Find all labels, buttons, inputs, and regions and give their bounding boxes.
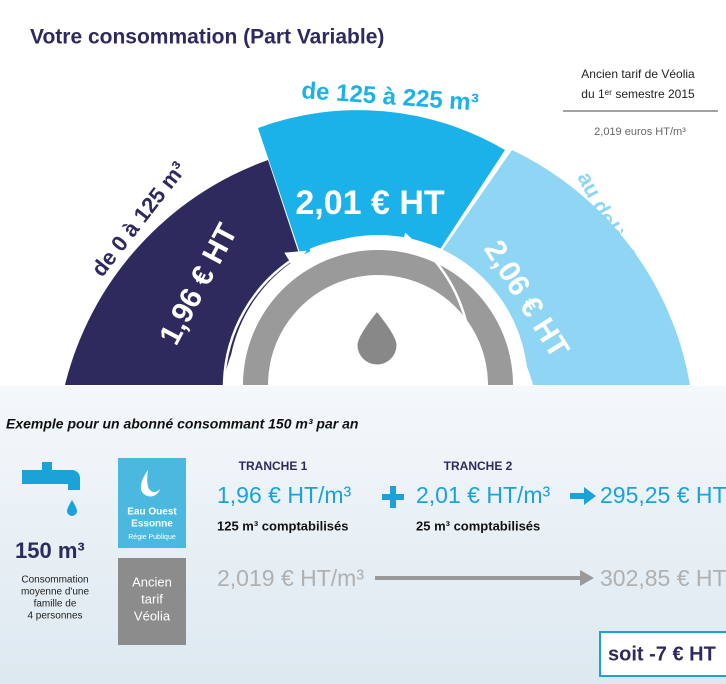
- old-total: 302,85 € HT: [600, 565, 726, 591]
- tier-price: 2,01 € HT: [295, 184, 445, 222]
- old-tariff-price: 2,019 euros HT/m³: [594, 126, 686, 138]
- saving: soit -7 € HT: [608, 643, 716, 665]
- tranche-volume: 25 m³ comptabilisés: [416, 518, 540, 533]
- old-tariff-line: Ancien tarif de Véolia: [581, 67, 695, 81]
- logo-sub: Régie Publique: [128, 534, 176, 541]
- caption-line: Consommation: [21, 575, 88, 586]
- logo-text: Essonne: [131, 519, 173, 530]
- tranche-price: 2,01 € HT/m³: [416, 482, 551, 508]
- example-volume: 150 m³: [15, 538, 85, 563]
- example-heading: Exemple pour un abonné consommant 150 m³…: [6, 416, 358, 432]
- old-tariff-line: du 1ᵉʳ semestre 2015: [581, 87, 695, 101]
- tranche-volume: 125 m³ comptabilisés: [217, 518, 349, 533]
- tranche-label: TRANCHE 2: [444, 459, 513, 473]
- tranche-price: 1,96 € HT/m³: [217, 482, 352, 508]
- total: 295,25 € HT: [600, 482, 726, 508]
- caption-line: famille de: [34, 599, 77, 610]
- old-label: tarif: [141, 591, 163, 606]
- infographic: Votre consommation (Part Variable) de 0 …: [0, 0, 726, 684]
- old-price: 2,019 € HT/m³: [217, 565, 364, 591]
- old-label: Ancien: [132, 574, 172, 589]
- logo-text: Eau Ouest: [127, 507, 177, 518]
- caption-line: moyenne d'une: [21, 587, 90, 598]
- old-label: Véolia: [134, 608, 171, 623]
- caption-line: 4 personnes: [27, 611, 82, 622]
- tranche-label: TRANCHE 1: [239, 459, 308, 473]
- page: Votre consommation (Part Variable) de 0 …: [0, 0, 726, 684]
- title: Votre consommation (Part Variable): [30, 26, 384, 49]
